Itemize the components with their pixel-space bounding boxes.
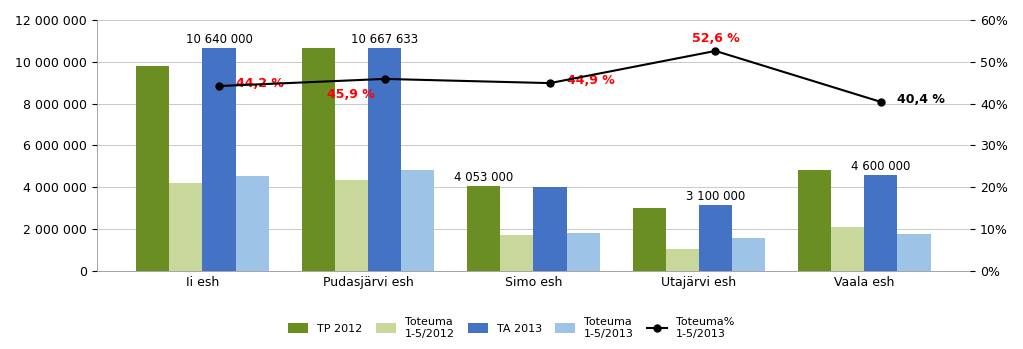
Bar (567, 233, 599, 271)
Bar (666, 249, 699, 271)
Bar (235, 176, 269, 271)
Toteuma%
1-5/2013 (213, 84, 225, 88)
Bar (632, 208, 666, 271)
Text: 40,4 %: 40,4 % (897, 93, 945, 106)
Toteuma%
1-5/2013 (875, 100, 887, 104)
Bar (401, 170, 434, 271)
Legend: TP 2012, Toteuma
1-5/2012, TA 2013, Toteuma
1-5/2013, Toteuma%
1-5/2013: TP 2012, Toteuma 1-5/2012, TA 2013, Tote… (283, 313, 740, 343)
Text: 4 053 000: 4 053 000 (454, 171, 514, 184)
Toteuma%
1-5/2013 (544, 81, 557, 85)
Bar (136, 66, 170, 271)
Text: 52,6 %: 52,6 % (692, 32, 740, 45)
Text: 10 667 633: 10 667 633 (351, 33, 418, 46)
Bar (699, 205, 732, 271)
Bar (832, 227, 864, 271)
Toteuma%
1-5/2013 (379, 77, 391, 81)
Bar (335, 180, 368, 271)
Bar (468, 186, 500, 271)
Bar (533, 187, 567, 271)
Bar (203, 49, 235, 271)
Text: 44,9 %: 44,9 % (567, 74, 614, 87)
Bar (732, 238, 765, 271)
Bar (897, 234, 931, 271)
Bar (500, 235, 533, 271)
Line: Toteuma%
1-5/2013: Toteuma% 1-5/2013 (216, 47, 885, 105)
Bar (368, 48, 401, 271)
Bar (798, 170, 832, 271)
Text: 10 640 000: 10 640 000 (185, 34, 253, 46)
Text: 4 600 000: 4 600 000 (851, 159, 910, 172)
Toteuma%
1-5/2013 (709, 49, 721, 53)
Bar (864, 174, 897, 271)
Text: 44,2 %: 44,2 % (235, 77, 283, 90)
Text: 3 100 000: 3 100 000 (685, 190, 745, 203)
Bar (302, 48, 335, 271)
Text: 45,9 %: 45,9 % (326, 88, 374, 101)
Bar (170, 183, 203, 271)
